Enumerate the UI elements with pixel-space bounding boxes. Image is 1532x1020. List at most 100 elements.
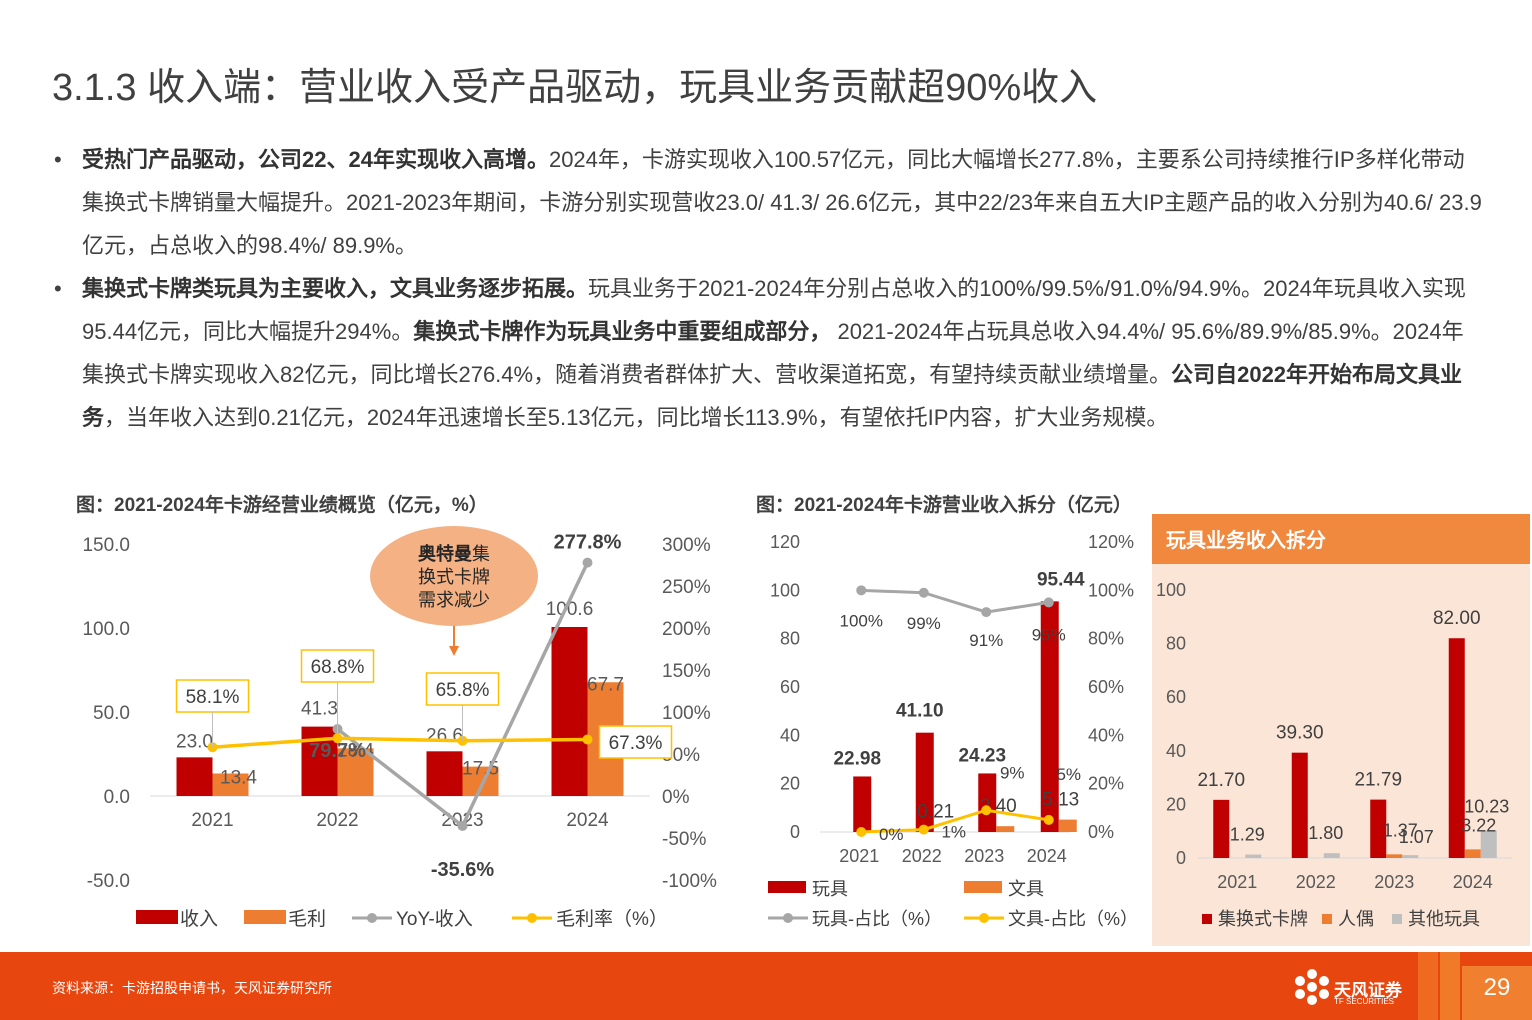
x-tick-label: 2021: [191, 810, 233, 831]
bullet-bold: 受热门产品驱动，公司22、24年实现收入高增。: [82, 147, 549, 172]
page-number: 29: [1462, 966, 1532, 1020]
bar-other: [1402, 855, 1419, 858]
data-label-revenue: 23.0: [176, 731, 213, 752]
bullet-list: • 受热门产品驱动，公司22、24年实现收入高增。2024年，卡游实现收入100…: [52, 138, 1482, 439]
data-label-other: 10.23: [1464, 797, 1509, 817]
bar-card: [1448, 638, 1465, 858]
y-tick-left: 60: [780, 677, 800, 697]
y-tick-right: 250%: [662, 577, 711, 598]
x-tick-label: 2021: [839, 846, 879, 866]
brand-logo-icon: [1295, 969, 1329, 1005]
legend-label: 玩具-占比（%）: [812, 909, 942, 929]
panel-background: [1152, 514, 1530, 946]
data-label-gross-profit: 13.4: [220, 767, 257, 788]
data-label-revenue: 26.6: [426, 725, 463, 746]
legend-swatch: [527, 913, 537, 923]
legend-label: 人偶: [1338, 909, 1374, 929]
bullet-text: 2021-2024年占玩具总收入94.4%/ 95.6%/89.9%/85.9%…: [82, 319, 1464, 387]
data-label-yoy: 79.7%: [309, 740, 366, 762]
annotation-bubble: [370, 526, 538, 626]
y-tick-left: 100: [770, 580, 800, 600]
footer-bar: [0, 952, 1532, 1020]
point-yoy-revenue: [457, 820, 468, 831]
legend-label: 玩具: [812, 879, 848, 899]
legend-label: YoY-收入: [396, 908, 473, 930]
data-label-card: 21.79: [1354, 770, 1402, 791]
bullet-bold: 集换式卡牌类玩具为主要收入，文具业务逐步拓展。: [82, 276, 589, 301]
data-label-gross-profit: 67.7: [587, 674, 624, 695]
data-label-toy-share: 95%: [1032, 625, 1066, 644]
point-toy-share: [856, 585, 867, 596]
legend-label: 集换式卡牌: [1218, 909, 1308, 929]
panel-header: [1152, 514, 1530, 564]
legend-swatch: [783, 913, 793, 923]
bullet-text: 2024年，卡游实现收入100.57亿元，同比大幅增长277.8%，主要系公司持…: [82, 147, 1482, 258]
footer-decoration: [1418, 952, 1460, 1020]
legend-label: 毛利率（%）: [556, 908, 668, 930]
title-number: 3.1.3: [52, 67, 148, 109]
data-label-toy: 22.98: [833, 748, 881, 769]
y-tick-right: 100%: [662, 703, 711, 724]
bar-card: [1370, 799, 1387, 858]
y-tick-right: 150%: [662, 661, 711, 682]
brand-name: 天风证券: [1334, 981, 1402, 1000]
y-tick-left: 40: [1166, 741, 1186, 761]
legend-swatch: [136, 910, 178, 924]
y-tick-right: 0%: [1088, 822, 1114, 842]
data-label-stationery: 5.13: [1042, 790, 1079, 811]
x-tick-label: 2022: [1296, 872, 1336, 892]
x-tick-label: 2024: [566, 810, 609, 831]
bullet-text: 玩具业务于2021-2024年分别占总收入的100%/99.5%/91.0%/9…: [82, 276, 1466, 344]
point-stationery-share: [981, 805, 992, 816]
data-label-gross-margin: 67.3%: [609, 733, 663, 754]
point-yoy-revenue: [582, 557, 593, 568]
y-tick-left: 0: [790, 822, 800, 842]
y-tick-left: 100.0: [82, 619, 130, 640]
bar-figure: [1464, 849, 1481, 858]
y-tick-left: 100: [1156, 580, 1186, 600]
y-tick-left: 50.0: [93, 703, 130, 724]
data-label-card: 82.00: [1433, 608, 1481, 629]
y-tick-right: 80%: [1088, 629, 1124, 649]
bar-figure: [1386, 854, 1403, 858]
legend-swatch: [1202, 914, 1212, 924]
point-toy-share: [1043, 597, 1054, 608]
data-label-yoy: 277.8%: [554, 532, 622, 554]
y-tick-right: 300%: [662, 535, 711, 556]
legend-swatch: [244, 910, 286, 924]
data-label-stationery-share: 9%: [1000, 763, 1025, 782]
title-text: 收入端：营业收入受产品驱动，玩具业务贡献超90%收入: [147, 67, 1098, 109]
point-stationery-share: [1043, 814, 1054, 825]
legend-swatch: [1322, 914, 1332, 924]
label-box-gross-margin: [175, 679, 250, 713]
legend-label: 文具: [1008, 879, 1044, 899]
bar-revenue: [551, 626, 588, 796]
data-label-gross-profit: 17.5: [462, 759, 499, 780]
data-label-toy: 95.44: [1037, 569, 1085, 590]
data-label-gross-margin: 68.8%: [311, 657, 365, 678]
annotation-text: 换式卡牌: [418, 567, 490, 587]
data-label-other: 1.80: [1308, 823, 1343, 843]
y-tick-right: 200%: [662, 619, 711, 640]
data-label-toy: 41.10: [896, 701, 944, 722]
y-tick-right: 100%: [1088, 580, 1134, 600]
chart1-title: 图：2021-2024年卡游经营业绩概览（亿元，%）: [76, 495, 488, 516]
bullet-item: • 受热门产品驱动，公司22、24年实现收入高增。2024年，卡游实现收入100…: [52, 138, 1482, 267]
bar-toy: [915, 732, 934, 832]
y-tick-left: 60: [1166, 687, 1186, 707]
y-tick-right: 60%: [1088, 677, 1124, 697]
bar-stationery: [933, 831, 952, 832]
legend-label: 其他玩具: [1408, 909, 1480, 929]
data-label-toy-share: 99%: [907, 614, 941, 633]
y-tick-left: 20: [1166, 794, 1186, 814]
bar-card: [1213, 799, 1230, 858]
chart-toy-revenue-split: 玩具业务收入拆分 100 80 60 40 20 0 2021 2022 2023 2024 21.7…: [1152, 514, 1530, 946]
data-label-toy-share: 100%: [840, 611, 883, 630]
bar-revenue: [176, 757, 213, 796]
data-label-revenue: 41.3: [301, 699, 338, 720]
legend-swatch: [964, 881, 1002, 893]
legend-swatch: [979, 913, 989, 923]
bar-toy: [853, 776, 872, 832]
y-tick-right: 0%: [662, 787, 690, 808]
data-label-yoy: -35.6%: [431, 859, 495, 881]
